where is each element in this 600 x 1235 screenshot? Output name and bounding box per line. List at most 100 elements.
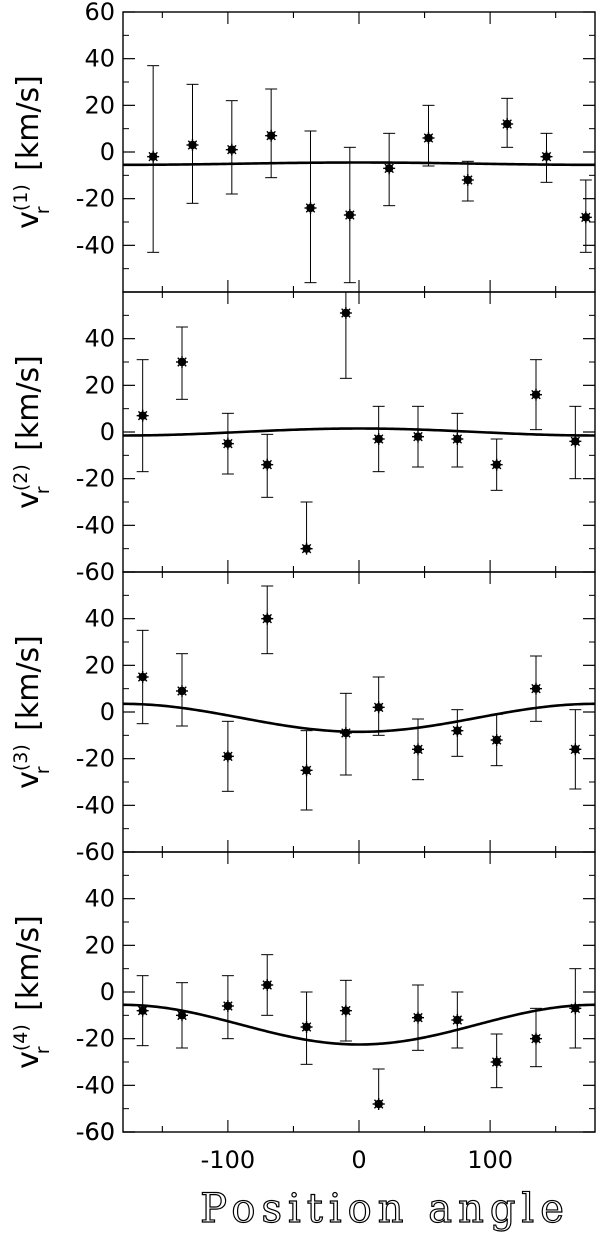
y-tick-label: 20 <box>84 91 115 119</box>
data-point-ray <box>223 751 233 762</box>
y-axis-label: v(1)r [km/s] <box>10 75 54 229</box>
data-point <box>451 724 464 737</box>
y-axis-label-sub: r <box>32 206 54 214</box>
data-point-ray <box>570 744 581 755</box>
data-point <box>300 764 313 777</box>
data-point-ray <box>373 702 384 713</box>
data-point <box>412 1011 424 1024</box>
y-axis-label: v(4)r [km/s] <box>10 915 54 1069</box>
panel-2: -60 40 20 0 -20 -40 v(2)r [km/s] <box>10 291 596 586</box>
y-axis-label: v(3)r [km/s] <box>10 635 54 789</box>
model-curve <box>123 427 595 437</box>
data-point-ray <box>570 1003 581 1014</box>
data-point <box>372 1098 385 1110</box>
y-tick-label: -20 <box>76 185 115 213</box>
y-tick-label: 20 <box>84 931 115 959</box>
data-point <box>412 743 424 756</box>
panel-frame <box>122 11 596 293</box>
data-point-ray <box>137 1005 148 1016</box>
y-axis-label-var: v <box>11 491 46 509</box>
y-tick-label: 0 <box>100 978 115 1006</box>
y-tick-label: 40 <box>84 605 115 633</box>
data-point-ray <box>341 728 351 738</box>
y-axis-label-sub: r <box>32 766 54 774</box>
y-tick-label: -60 <box>76 558 115 586</box>
data-point <box>339 727 352 739</box>
y-tick-label: -40 <box>76 1071 115 1099</box>
panel-1: 60 40 20 0 -20 -40 v(1)r [km/s] <box>10 0 596 293</box>
data-point <box>372 701 385 714</box>
data-point <box>136 1004 149 1017</box>
y-axis-label-sup: (3) <box>10 744 32 771</box>
data-point-ray <box>187 140 198 150</box>
data-point <box>501 118 514 130</box>
y-tick-label: -60 <box>76 1118 115 1146</box>
data-point <box>383 162 396 175</box>
data-point-ray <box>570 436 581 447</box>
data-point-ray <box>581 212 591 223</box>
y-tick-label: 40 <box>84 885 115 913</box>
data-point <box>186 139 199 151</box>
data-point <box>136 409 149 422</box>
data-point-ray <box>463 175 473 185</box>
data-point-ray <box>262 980 272 990</box>
data-point-ray <box>301 1022 312 1032</box>
y-tick-label: -40 <box>76 511 115 539</box>
y-axis-label: v(2)r [km/s] <box>10 355 54 509</box>
model-curve <box>123 1003 595 1046</box>
panel-frame <box>122 851 596 1133</box>
data-point-ray <box>262 613 272 624</box>
y-axis-label-var: v <box>11 211 46 229</box>
data-point <box>176 356 188 368</box>
data-point <box>569 435 582 448</box>
y-axis-label-unit: [km/s] <box>11 635 46 740</box>
plot-area <box>123 65 595 284</box>
data-point <box>579 211 592 224</box>
y-tick-label: 60 <box>84 0 115 26</box>
data-point <box>225 143 238 156</box>
panel-3: -60 40 20 0 -20 -40 v(3)r [km/s] <box>10 571 596 866</box>
data-point-ray <box>491 459 502 470</box>
data-point-ray <box>502 119 512 129</box>
data-point <box>569 1002 582 1015</box>
data-point-ray <box>384 163 394 174</box>
data-point <box>221 1000 234 1012</box>
data-point <box>343 209 356 221</box>
y-tick-label: -20 <box>76 745 115 773</box>
data-point-ray <box>266 130 276 141</box>
data-point-ray <box>177 686 187 696</box>
data-point <box>265 129 278 142</box>
model-curve <box>123 161 595 167</box>
x-tick-label: 100 <box>467 1146 513 1174</box>
data-point-ray <box>227 144 237 155</box>
data-point <box>176 1009 188 1022</box>
y-tick-label: 20 <box>84 371 115 399</box>
data-point <box>461 174 474 186</box>
data-point <box>569 743 582 756</box>
x-tick-label: 0 <box>351 1146 366 1174</box>
data-point <box>136 671 149 683</box>
y-tick-label: 20 <box>84 651 115 679</box>
plot-area <box>123 954 595 1110</box>
data-point-ray <box>531 389 541 400</box>
y-axis-label-sup: (2) <box>10 464 32 491</box>
data-point <box>304 202 317 214</box>
data-point <box>530 388 542 401</box>
data-point-ray <box>301 765 312 776</box>
y-axis-label-unit: [km/s] <box>11 355 46 460</box>
y-tick-label: 40 <box>84 45 115 73</box>
data-point-ray <box>301 543 312 554</box>
data-point <box>540 150 553 163</box>
data-point-ray <box>491 735 502 745</box>
panel-frame <box>122 571 596 853</box>
y-axis-label-unit: [km/s] <box>11 75 46 180</box>
data-point <box>372 433 385 445</box>
data-point-ray <box>341 1005 351 1016</box>
data-point-ray <box>345 210 355 220</box>
y-tick-label: 0 <box>100 418 115 446</box>
data-point-ray <box>223 438 233 449</box>
data-point <box>261 979 274 991</box>
data-point-ray <box>341 308 351 318</box>
data-point-ray <box>177 1010 187 1021</box>
data-point <box>412 430 424 443</box>
